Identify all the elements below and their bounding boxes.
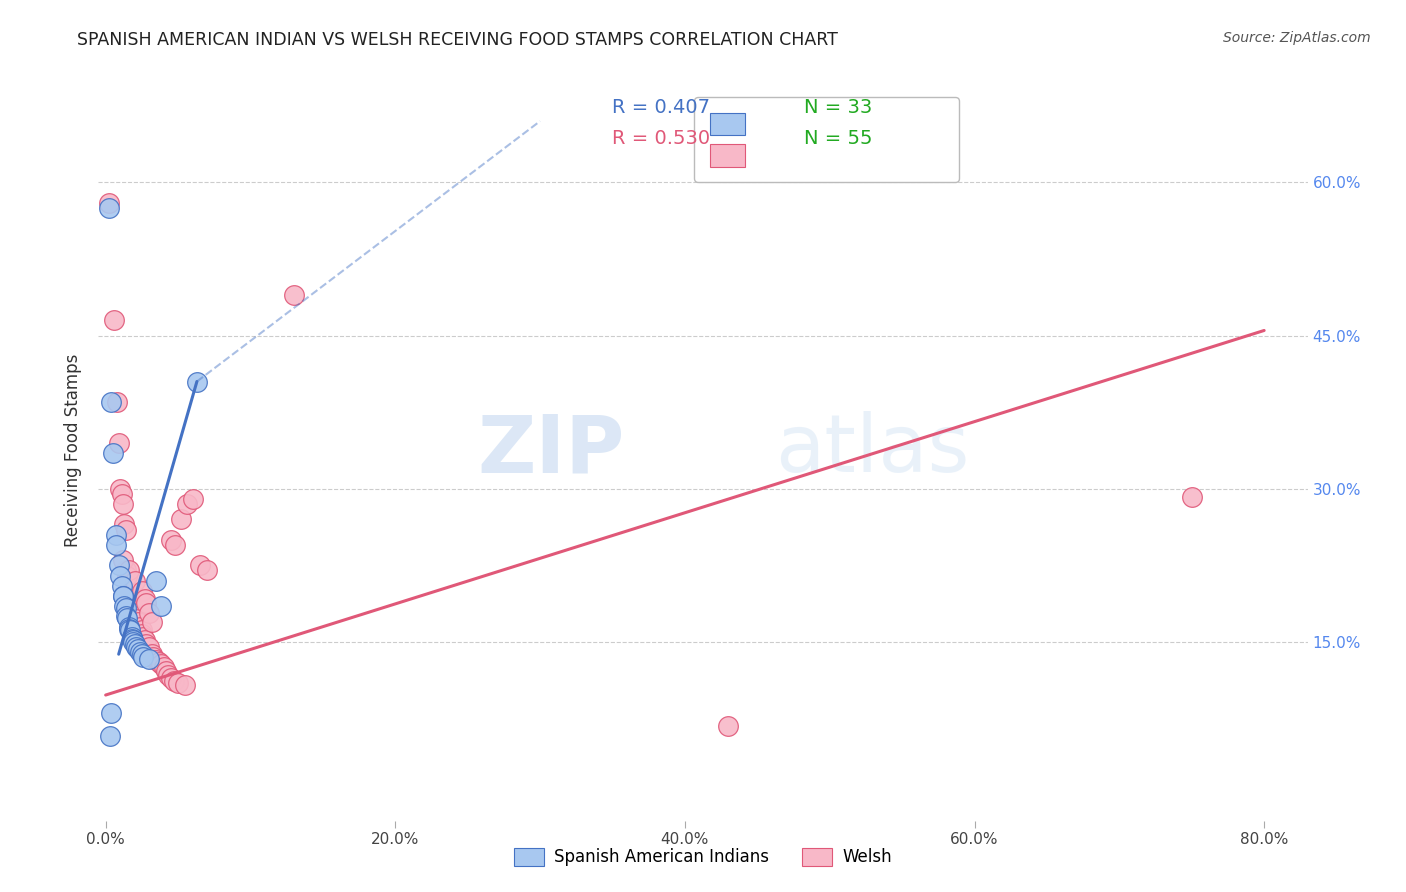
- Point: [100, 395, 122, 409]
- Text: N = 33: N = 33: [804, 97, 873, 117]
- Text: R = 0.407: R = 0.407: [612, 97, 710, 117]
- Point: [124, 574, 146, 588]
- Text: ZIP: ZIP: [477, 411, 624, 490]
- Point: [134, 632, 156, 647]
- Point: [110, 579, 132, 593]
- Point: [170, 512, 193, 526]
- Point: [131, 647, 153, 661]
- Point: [283, 287, 305, 301]
- Point: [132, 650, 155, 665]
- Point: [112, 589, 135, 603]
- Point: [118, 622, 141, 636]
- Point: [112, 497, 135, 511]
- Point: [159, 533, 181, 547]
- Point: [148, 656, 170, 670]
- Point: [131, 623, 153, 637]
- Point: [107, 558, 129, 573]
- Point: [110, 487, 132, 501]
- Point: [167, 675, 190, 690]
- Point: [717, 719, 740, 733]
- Point: [174, 678, 197, 692]
- Point: [114, 599, 136, 614]
- Text: Source: ZipAtlas.com: Source: ZipAtlas.com: [1223, 31, 1371, 45]
- Point: [181, 491, 204, 506]
- Point: [135, 637, 157, 651]
- Point: [1181, 490, 1204, 504]
- Point: [122, 607, 145, 621]
- Point: [120, 623, 142, 637]
- Point: [122, 632, 145, 647]
- Point: [156, 667, 179, 681]
- Point: [122, 635, 145, 649]
- Text: N = 55: N = 55: [804, 128, 873, 148]
- Point: [118, 564, 141, 578]
- Point: [149, 657, 172, 672]
- Point: [186, 375, 208, 389]
- Point: [142, 650, 165, 665]
- Point: [163, 673, 186, 688]
- Point: [104, 538, 127, 552]
- Point: [176, 497, 198, 511]
- Point: [115, 564, 138, 578]
- Point: [107, 435, 129, 450]
- Point: [108, 568, 131, 582]
- Point: [98, 729, 121, 743]
- Point: [117, 568, 139, 582]
- Point: [145, 653, 167, 667]
- Point: [138, 652, 160, 666]
- Point: [132, 630, 155, 644]
- Point: [165, 538, 187, 552]
- Point: [145, 574, 167, 588]
- Point: [105, 395, 128, 409]
- Point: [118, 619, 141, 633]
- Point: [124, 609, 146, 624]
- Point: [141, 615, 163, 629]
- Point: [101, 446, 124, 460]
- Legend:                               ,                               : ,: [695, 97, 959, 182]
- Point: [97, 201, 120, 215]
- Point: [127, 642, 149, 657]
- Point: [117, 611, 139, 625]
- Point: [125, 612, 148, 626]
- Text: R = 0.530: R = 0.530: [612, 128, 710, 148]
- Point: [127, 615, 149, 629]
- Point: [112, 589, 135, 603]
- Point: [138, 607, 160, 621]
- Point: [135, 596, 157, 610]
- Point: [131, 626, 153, 640]
- Point: [134, 592, 156, 607]
- Point: [129, 645, 152, 659]
- Point: [121, 630, 143, 644]
- Legend: Spanish American Indians, Welsh: Spanish American Indians, Welsh: [508, 841, 898, 873]
- Point: [149, 599, 172, 614]
- Point: [138, 640, 160, 654]
- Point: [112, 553, 135, 567]
- Y-axis label: Receiving Food Stamps: Receiving Food Stamps: [65, 354, 83, 547]
- Point: [152, 660, 174, 674]
- Text: atlas: atlas: [776, 411, 970, 490]
- Point: [121, 599, 143, 614]
- Point: [108, 482, 131, 496]
- Text: SPANISH AMERICAN INDIAN VS WELSH RECEIVING FOOD STAMPS CORRELATION CHART: SPANISH AMERICAN INDIAN VS WELSH RECEIVI…: [77, 31, 838, 49]
- Point: [125, 640, 148, 654]
- Point: [115, 601, 138, 615]
- Point: [114, 517, 136, 532]
- Point: [97, 195, 120, 210]
- Point: [129, 619, 152, 633]
- Point: [121, 632, 143, 646]
- Point: [115, 523, 138, 537]
- Point: [104, 527, 127, 541]
- Point: [100, 706, 122, 721]
- Point: [195, 564, 218, 578]
- Point: [188, 558, 211, 573]
- Point: [155, 664, 177, 678]
- Point: [115, 609, 138, 624]
- Point: [120, 594, 142, 608]
- Point: [159, 671, 181, 685]
- Point: [103, 313, 125, 327]
- Point: [124, 637, 146, 651]
- Point: [131, 583, 153, 598]
- Point: [118, 589, 141, 603]
- Point: [141, 647, 163, 661]
